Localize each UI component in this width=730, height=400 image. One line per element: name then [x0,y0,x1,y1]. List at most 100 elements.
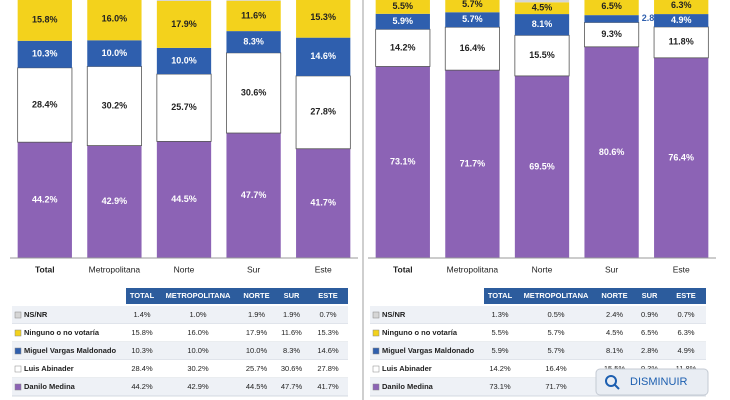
table-header: METROPOLITANA [166,291,231,300]
table-cell: 1.0% [189,310,206,319]
table-cell: 71.7% [545,382,567,391]
value-label: 9.3% [601,29,622,39]
value-label: 8.3% [243,36,264,46]
value-label: 80.6% [599,147,625,157]
value-label: 15.3% [310,12,336,22]
table-cell: 14.6% [317,346,339,355]
table-row-bg [370,324,706,342]
bar-segment [86,66,142,147]
value-label: 28.4% [32,99,58,109]
legend-swatch [372,311,380,319]
bar-segment [17,0,72,41]
button-label[interactable]: DISMINUIR [630,376,688,388]
legend-swatch [14,329,22,337]
button-bg[interactable] [595,368,709,396]
x-tick-label: Este [673,264,690,274]
row-label: NS/NR [382,310,406,319]
legend-swatch [372,329,380,337]
bar-segment [584,22,640,48]
magnifier-icon[interactable] [605,375,617,387]
zoom-button[interactable]: DISMINUIR [595,368,709,396]
value-label: 25.7% [171,102,197,112]
table-cell: 42.9% [187,382,209,391]
value-label: 8.1% [532,19,553,29]
legend-swatch [14,311,22,319]
row-label: Danilo Medina [24,382,76,391]
bar-segment [87,145,142,258]
bar-segment [514,0,570,3]
table-cell: 11.8% [676,364,697,373]
table-cell: 44.2% [131,382,153,391]
table-cell: 47.7% [281,382,303,391]
table-cell: 16.0% [187,328,209,337]
x-tick-label: Metropolitana [447,264,499,274]
bar-segment [584,0,639,16]
bar-segment [514,2,570,15]
bar-segment [17,67,73,143]
table-cell: 1.3% [491,310,508,319]
row-label: NS/NR [24,310,48,319]
row-label: Luis Abinader [24,364,74,373]
bar-segment [445,12,500,28]
value-label: 47.7% [241,190,267,200]
table-cell: 14.2% [489,364,511,373]
x-tick-label: Norte [174,264,195,274]
bar-segment [654,57,709,258]
magnifier-handle[interactable] [614,384,620,390]
table-cell: 17.9% [246,328,268,337]
bar-segment [87,0,142,41]
table-cell: 8.3% [283,346,300,355]
value-label: 14.6% [310,51,336,61]
table-cell: 0.7% [319,310,336,319]
value-label: 4.5% [532,3,553,13]
value-label: 5.7% [462,14,483,24]
bar-segment [654,0,709,15]
value-label: 6.3% [671,0,692,10]
value-label: 30.6% [241,87,267,97]
bar-segment [17,40,72,68]
table-cell: 4.9% [677,346,694,355]
x-tick-label: Sur [247,264,260,274]
bar-segment [444,26,500,71]
bar-segment [226,0,281,32]
table-cell: 9.3% [641,364,658,373]
table-header-bg [484,288,706,304]
value-label: 44.5% [171,194,197,204]
table-cell: 5.7% [547,328,564,337]
bar-segment [87,40,142,67]
x-tick-label: Total [35,264,55,274]
table-cell: 0.9% [641,310,658,319]
table-cell: 5.7% [547,346,564,355]
table-cell: 15.3% [317,328,339,337]
value-label: 42.9% [102,196,128,206]
table-header: METROPOLITANA [524,291,589,300]
value-label: 10.0% [171,55,197,65]
table-row-bg [12,324,348,342]
value-label: 11.8% [669,37,694,47]
table-cell: 16.4% [545,364,567,373]
bar-segment [156,73,212,142]
table-header-bg [126,288,348,304]
bar-segment [375,66,430,258]
value-label: 11.6% [241,10,266,20]
table-cell: 6.3% [677,328,694,337]
table-cell: 8.1% [606,346,623,355]
table-cell: 30.6% [281,364,303,373]
value-label: 15.8% [32,14,58,24]
table-cell: 41.7% [317,382,339,391]
value-label: 5.9% [393,16,414,26]
value-label: 16.0% [102,14,128,24]
table-row-bg [370,306,706,324]
legend-swatch [372,347,380,355]
bar-segment [514,75,570,258]
table-header: ESTE [318,291,338,300]
bar-segment [156,141,212,258]
value-label: 6.5% [601,1,622,11]
table-cell: 0.5% [547,310,564,319]
table-cell: 0.7% [677,310,694,319]
bar-segment [375,0,430,14]
bar-segment [514,34,570,77]
value-label: 10.0% [102,48,128,58]
legend-swatch [14,383,22,391]
bar-segment [296,37,351,76]
